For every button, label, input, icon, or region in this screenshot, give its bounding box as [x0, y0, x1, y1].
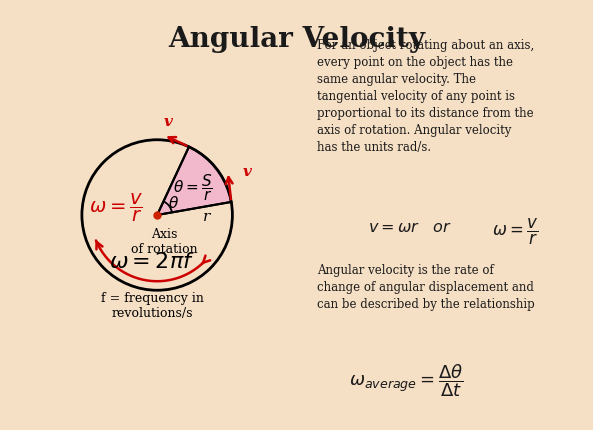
- Text: $\theta = \dfrac{S}{r}$: $\theta = \dfrac{S}{r}$: [173, 172, 213, 203]
- Text: $\omega = \dfrac{v}{r}$: $\omega = \dfrac{v}{r}$: [492, 217, 538, 247]
- Text: $v = \omega r$   $or$: $v = \omega r$ $or$: [368, 219, 451, 237]
- Text: f = frequency in
revolutions/s: f = frequency in revolutions/s: [101, 292, 203, 319]
- Text: Angular velocity is the rate of
change of angular displacement and
can be descri: Angular velocity is the rate of change o…: [317, 264, 535, 311]
- Text: Angular Velocity: Angular Velocity: [168, 26, 425, 53]
- Text: Axis
of rotation: Axis of rotation: [131, 228, 197, 256]
- Text: v: v: [164, 115, 173, 129]
- Text: $\omega_{average} = \dfrac{\Delta\theta}{\Delta t}$: $\omega_{average} = \dfrac{\Delta\theta}…: [349, 362, 464, 399]
- Text: For an object rotating about an axis,
every point on the object has the
same ang: For an object rotating about an axis, ev…: [317, 39, 534, 154]
- Text: $\omega = \dfrac{v}{r}$: $\omega = \dfrac{v}{r}$: [89, 192, 143, 224]
- Text: $\omega = 2\pi f$: $\omega = 2\pi f$: [109, 251, 195, 273]
- Text: r: r: [203, 210, 211, 224]
- Text: $\theta$: $\theta$: [168, 195, 178, 211]
- Text: v: v: [243, 165, 251, 178]
- Polygon shape: [157, 147, 231, 215]
